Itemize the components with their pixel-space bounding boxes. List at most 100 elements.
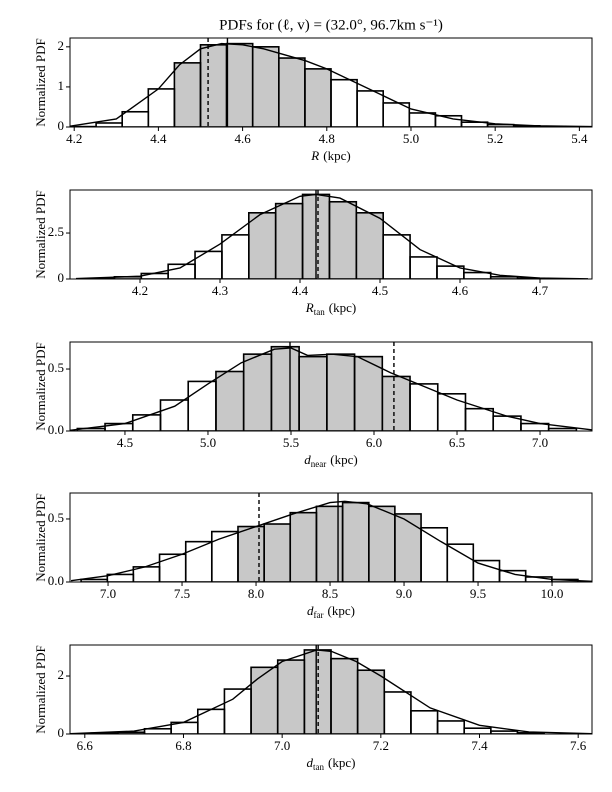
kde-curve: [70, 42, 592, 127]
credible-fill: [326, 354, 355, 431]
credible-fill: [277, 660, 305, 734]
x-label-symbol: d: [304, 452, 311, 467]
plot-area: [70, 645, 592, 734]
histogram-bar: [383, 691, 412, 734]
axes-frame: [69, 341, 593, 432]
credible-fill: [226, 43, 253, 127]
x-label-unit: (kpc): [330, 452, 357, 467]
histogram-bar: [159, 399, 190, 431]
histogram-bar: [520, 422, 550, 431]
credible-fill: [200, 44, 227, 127]
x-tick-label: 4.4: [292, 283, 309, 298]
x-label-unit: (kpc): [323, 148, 350, 163]
kde-curve: [70, 649, 592, 734]
y-tick-label: 2: [58, 38, 65, 53]
histogram-bar: [463, 271, 492, 279]
x-label-subscript: near: [311, 459, 327, 469]
histogram-bar: [210, 530, 239, 582]
x-label-unit: (kpc): [329, 300, 356, 315]
credible-fill: [174, 62, 201, 127]
histogram-bar: [356, 90, 385, 127]
credible-fill: [394, 513, 422, 582]
histogram-bar: [446, 543, 475, 582]
x-tick-label: 7.0: [274, 738, 290, 753]
x-label-unit: (kpc): [328, 603, 355, 618]
histogram-bar: [409, 256, 438, 279]
x-tick-label: 4.3: [212, 283, 228, 298]
histogram-bar: [158, 553, 187, 582]
y-tick-label: 0: [58, 118, 65, 133]
x-label-symbol: d: [307, 755, 314, 770]
histogram-bar: [95, 122, 123, 127]
x-tick-label: 4.2: [132, 283, 148, 298]
plot-area: [70, 342, 592, 431]
x-tick-label: 7.0: [100, 586, 116, 601]
y-axis-label: Normalized PDF: [33, 38, 48, 126]
y-axis-label: Normalized PDF: [33, 645, 48, 733]
credible-fill: [252, 46, 279, 127]
x-tick-label: 6.6: [77, 738, 94, 753]
x-tick-label: 6.0: [366, 435, 382, 450]
histogram-bar: [194, 250, 223, 279]
plot-area: [75, 190, 589, 279]
histogram-bar: [472, 559, 501, 582]
credible-fill: [290, 512, 317, 582]
x-label-symbol: d: [307, 603, 314, 618]
y-tick-label: 2.5: [48, 224, 64, 239]
histogram-bar: [143, 727, 172, 734]
histogram-bar: [121, 110, 150, 127]
credible-fill: [382, 376, 411, 431]
x-tick-label: 5.4: [571, 131, 588, 146]
x-axis-label: Rtan (kpc): [305, 300, 356, 317]
credible-fill: [356, 212, 384, 279]
x-tick-label: 9.0: [396, 586, 412, 601]
credible-fill: [251, 667, 278, 734]
histogram-bar: [463, 727, 492, 734]
histogram-bar: [221, 234, 250, 279]
x-tick-label: 5.0: [200, 435, 216, 450]
x-tick-label: 7.4: [471, 738, 488, 753]
y-tick-label: 0.5: [48, 510, 64, 525]
x-label-unit: (kpc): [328, 755, 355, 770]
credible-fill: [264, 524, 291, 582]
y-tick-label: 0.5: [48, 360, 64, 375]
x-tick-label: 7.0: [532, 435, 548, 450]
credible-fill: [243, 354, 272, 431]
y-tick-label: 0.0: [48, 422, 64, 437]
credible-fill: [342, 502, 369, 582]
histogram-bar: [516, 732, 545, 734]
x-tick-label: 6.5: [449, 435, 465, 450]
histogram-bar: [498, 569, 527, 582]
y-axis-label: Normalized PDF: [33, 190, 48, 278]
histogram-bar: [436, 393, 467, 431]
histogram-bar: [187, 380, 217, 431]
axes-frame: [69, 37, 593, 128]
credible-fill: [215, 371, 244, 431]
x-tick-label: 4.2: [66, 131, 82, 146]
x-tick-label: 7.2: [373, 738, 389, 753]
x-tick-label: 9.5: [470, 586, 486, 601]
kde-curve: [70, 347, 592, 431]
histogram-bar: [131, 414, 162, 431]
credible-fill: [248, 212, 276, 279]
y-tick-label: 2: [58, 667, 65, 682]
credible-fill: [275, 203, 303, 279]
credible-fill: [354, 356, 383, 431]
y-tick-label: 1: [58, 78, 65, 93]
x-tick-label: 8.5: [322, 586, 338, 601]
credible-fill: [368, 506, 395, 582]
x-axis-label: dfar (kpc): [307, 603, 355, 620]
x-label-symbol: R: [310, 148, 319, 163]
x-tick-label: 4.6: [452, 283, 469, 298]
x-tick-label: 8.0: [248, 586, 264, 601]
figure-title: PDFs for (ℓ, v) = (32.0°, 96.7km s⁻¹): [219, 17, 443, 33]
histogram-bar: [420, 526, 449, 582]
credible-fill: [357, 670, 385, 734]
credible-fill: [304, 68, 331, 127]
histogram-bar: [410, 710, 439, 734]
credible-fill: [278, 58, 305, 127]
histogram-bar: [408, 112, 437, 127]
x-tick-label: 4.5: [117, 435, 133, 450]
x-label-subscript: tan: [313, 762, 324, 772]
